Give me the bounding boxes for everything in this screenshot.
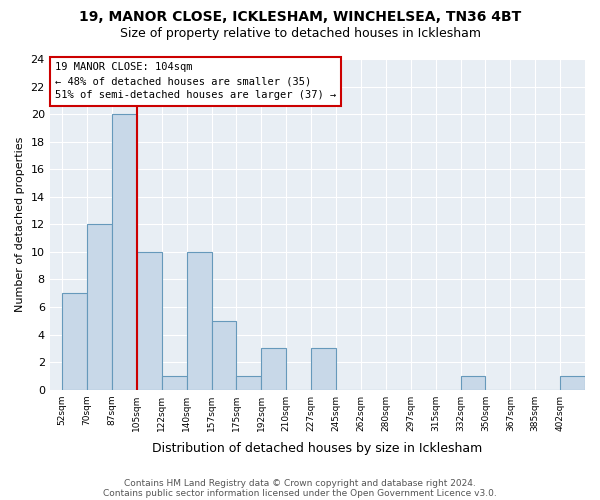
Bar — [62, 293, 87, 390]
Bar — [236, 376, 262, 390]
Text: 19 MANOR CLOSE: 104sqm
← 48% of detached houses are smaller (35)
51% of semi-det: 19 MANOR CLOSE: 104sqm ← 48% of detached… — [55, 62, 336, 100]
Y-axis label: Number of detached properties: Number of detached properties — [15, 136, 25, 312]
Bar — [187, 252, 212, 390]
Bar — [137, 252, 162, 390]
X-axis label: Distribution of detached houses by size in Icklesham: Distribution of detached houses by size … — [152, 442, 482, 455]
Text: Contains HM Land Registry data © Crown copyright and database right 2024.: Contains HM Land Registry data © Crown c… — [124, 478, 476, 488]
Bar — [212, 321, 236, 390]
Bar — [162, 376, 187, 390]
Bar — [262, 348, 286, 390]
Text: Size of property relative to detached houses in Icklesham: Size of property relative to detached ho… — [119, 28, 481, 40]
Bar — [112, 114, 137, 390]
Bar — [461, 376, 485, 390]
Bar — [560, 376, 585, 390]
Text: Contains public sector information licensed under the Open Government Licence v3: Contains public sector information licen… — [103, 488, 497, 498]
Text: 19, MANOR CLOSE, ICKLESHAM, WINCHELSEA, TN36 4BT: 19, MANOR CLOSE, ICKLESHAM, WINCHELSEA, … — [79, 10, 521, 24]
Bar — [87, 224, 112, 390]
Bar — [311, 348, 336, 390]
